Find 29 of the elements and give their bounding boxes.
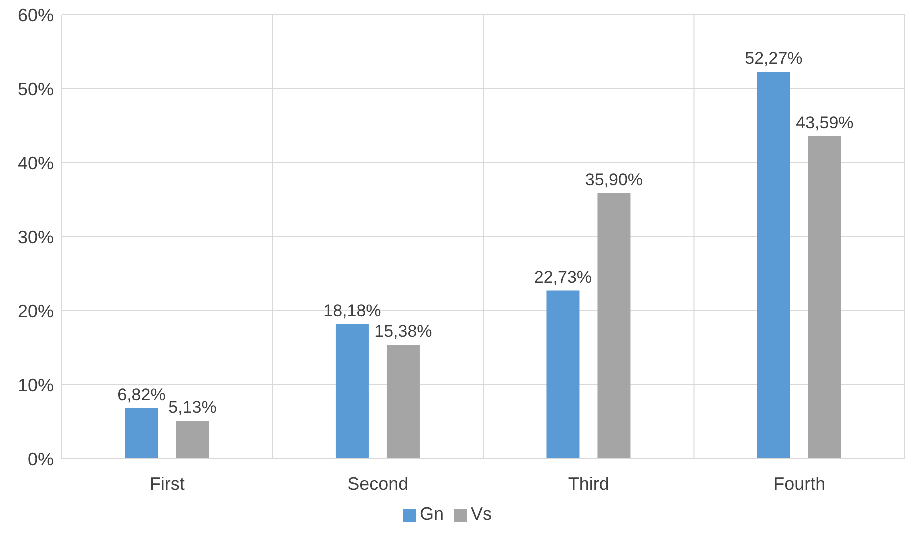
data-label: 6,82% [118, 386, 166, 405]
y-tick-label: 0% [28, 449, 54, 470]
y-tick-label: 30% [18, 227, 54, 248]
x-tick-label: Second [348, 474, 409, 494]
y-tick-label: 10% [18, 375, 54, 396]
legend-label: Vs [471, 504, 492, 524]
data-label: 22,73% [534, 268, 592, 287]
y-tick-label: 60% [18, 5, 54, 26]
data-label: 35,90% [585, 170, 644, 190]
bar [546, 290, 580, 459]
bar [386, 345, 420, 459]
bar [336, 324, 369, 459]
x-tick-label: First [150, 474, 185, 494]
data-label: 43,59% [796, 113, 854, 132]
bar [598, 193, 631, 459]
x-tick-label: Third [568, 474, 610, 494]
x-tick-label: Fourth [774, 474, 826, 494]
bar [757, 72, 790, 459]
data-label: 18,18% [324, 301, 382, 320]
data-label: 5,13% [168, 398, 217, 418]
bar [808, 136, 842, 459]
y-tick-label: 20% [18, 301, 54, 322]
data-label: 52,27% [745, 49, 803, 68]
bar [125, 408, 158, 459]
data-label: 15,38% [374, 322, 432, 342]
y-tick-label: 50% [18, 79, 54, 100]
legend-label: Gn [420, 504, 444, 524]
bar [176, 421, 210, 459]
y-tick-label: 40% [18, 153, 54, 174]
